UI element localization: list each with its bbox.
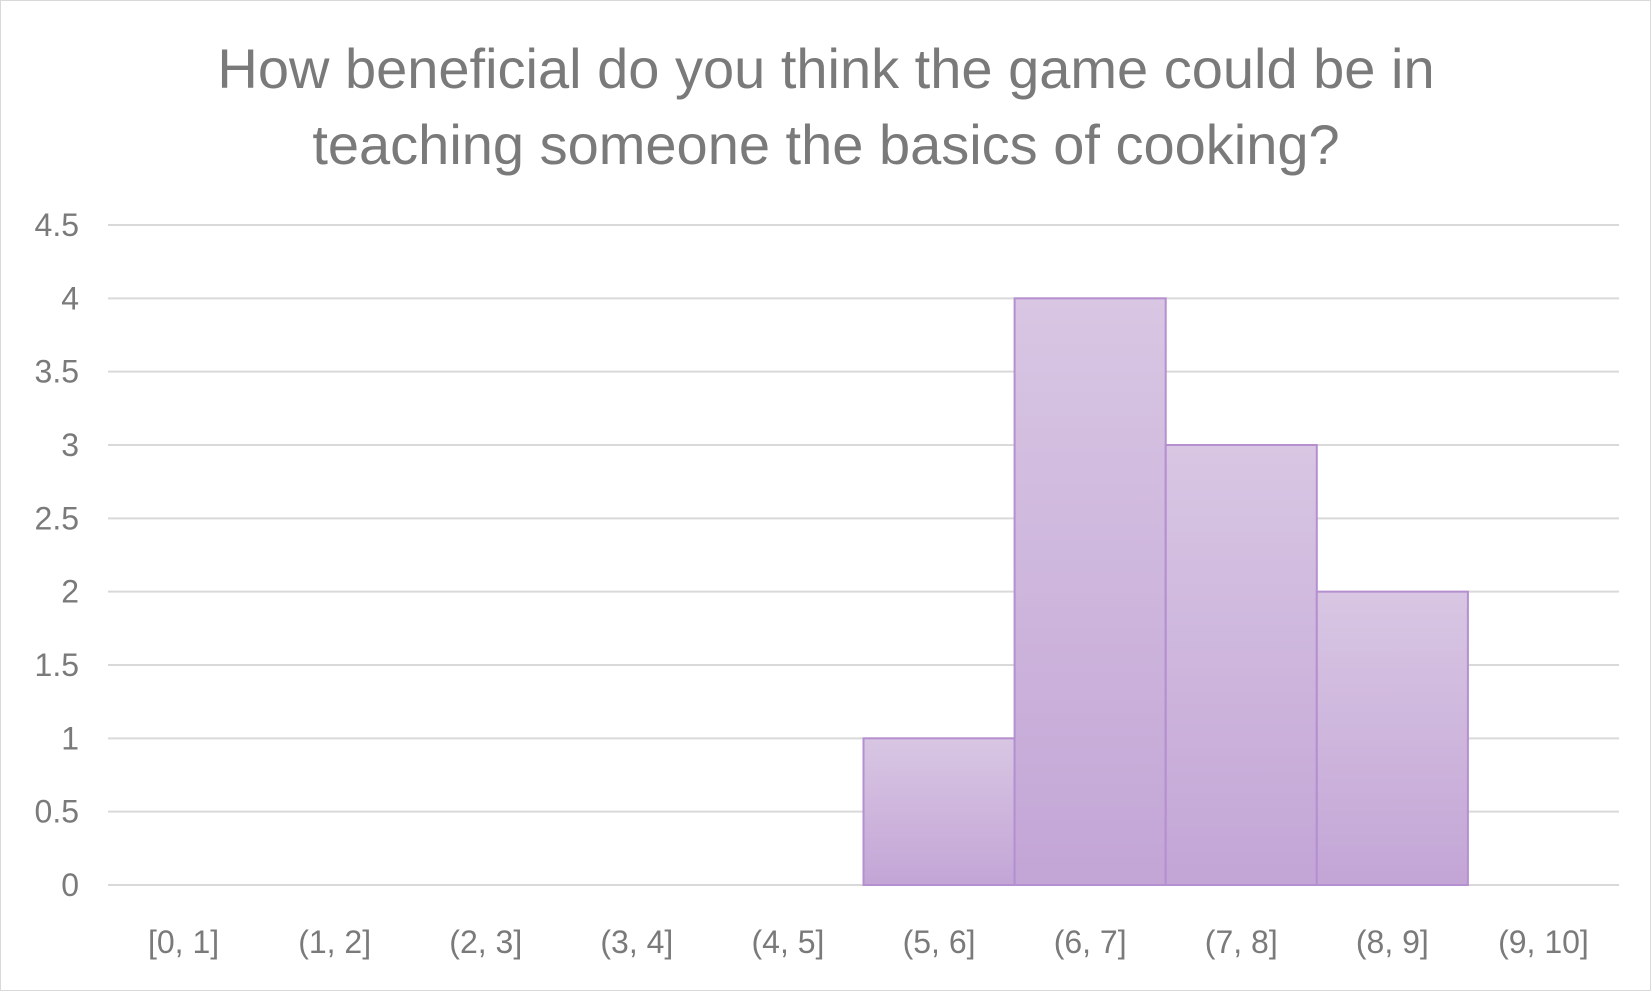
x-tick-label: (2, 3] [449,924,522,960]
bar [1164,444,1318,886]
y-tick-label: 0 [61,867,79,903]
chart-title-line-2: teaching someone the basics of cooking? [312,113,1339,176]
y-tick-label: 3 [61,427,79,463]
y-tick-label: 2 [61,574,79,610]
x-tick-label: (5, 6] [903,924,976,960]
x-tick-label: (8, 9] [1356,924,1429,960]
bar [1013,297,1167,887]
x-axis-ticks: [0, 1] (1, 2] (2, 3] (3, 4] (4, 5] (5, 6] (6, … [148,924,1589,960]
x-tick-label: (7, 8] [1205,924,1278,960]
x-tick-label: (6, 7] [1054,924,1127,960]
bar [1315,590,1469,887]
x-tick-label: [0, 1] [148,924,219,960]
gridlines [108,224,1619,886]
x-tick-label: (9, 10] [1498,924,1589,960]
y-axis-ticks: 0 0.5 1 1.5 2 2.5 3 3.5 4 4.5 [35,207,79,903]
y-tick-label: 4.5 [35,207,79,243]
y-tick-label: 2.5 [35,500,79,536]
x-tick-label: (1, 2] [298,924,371,960]
bars [862,297,1469,887]
y-tick-label: 1 [61,720,79,756]
x-tick-label: (4, 5] [751,924,824,960]
y-tick-label: 3.5 [35,354,79,390]
x-tick-label: (3, 4] [600,924,673,960]
chart-title-line-1: How beneficial do you think the game cou… [217,37,1434,100]
y-tick-label: 1.5 [35,647,79,683]
y-tick-label: 4 [61,280,79,316]
bar [862,737,1016,886]
y-tick-label: 0.5 [35,794,79,830]
